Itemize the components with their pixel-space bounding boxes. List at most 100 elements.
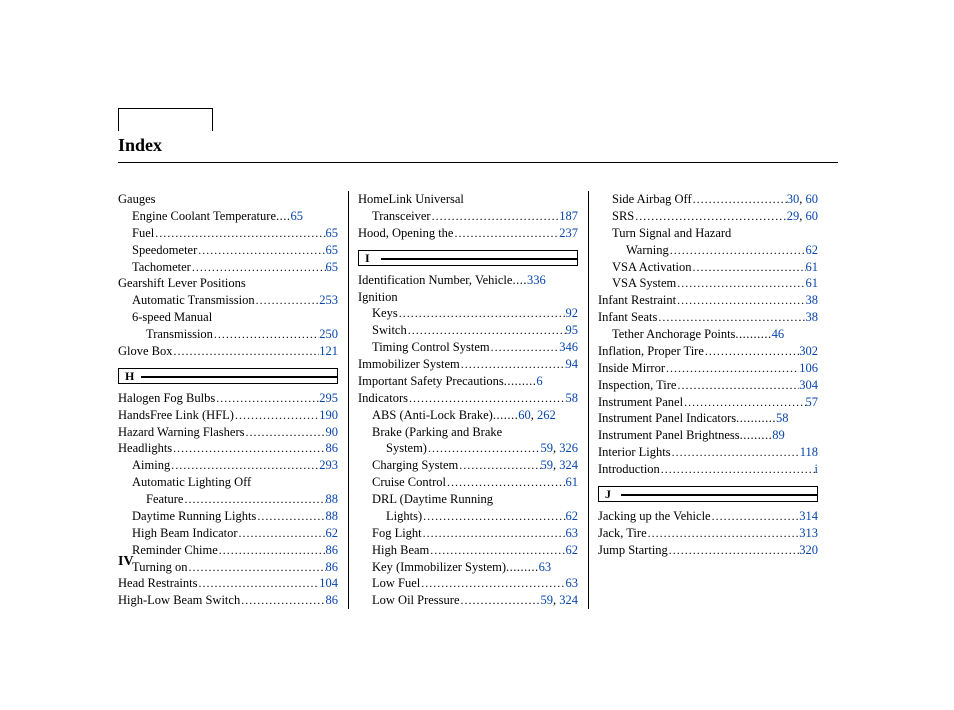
- page-reference[interactable]: 60, 262: [518, 407, 556, 424]
- column-3: Side Airbag Off30, 60SRS29, 60Turn Signa…: [598, 191, 818, 609]
- page-reference[interactable]: 118: [800, 444, 818, 461]
- page-reference[interactable]: 62: [326, 525, 339, 542]
- page-reference[interactable]: i: [815, 461, 818, 478]
- page-reference[interactable]: 295: [319, 390, 338, 407]
- leader-dots: [660, 461, 815, 477]
- index-label: Low Oil Pressure: [372, 592, 460, 609]
- index-label: Hood, Opening the: [358, 225, 453, 242]
- leader-dots: [490, 339, 560, 355]
- index-entry: Low Fuel63: [358, 575, 578, 592]
- index-entry: Fuel65: [118, 225, 338, 242]
- index-entry: Charging System59, 324: [358, 457, 578, 474]
- page-reference[interactable]: 302: [799, 343, 818, 360]
- page-reference[interactable]: 121: [319, 343, 338, 360]
- page-reference[interactable]: 304: [799, 377, 818, 394]
- index-label: 6-speed Manual: [132, 309, 212, 326]
- page-reference[interactable]: 293: [319, 457, 338, 474]
- page-reference[interactable]: 63: [566, 575, 579, 592]
- page-reference[interactable]: 61: [566, 474, 579, 491]
- page-reference[interactable]: 62: [566, 542, 579, 559]
- index-entry: Reminder Chime 86: [118, 542, 338, 559]
- page-reference[interactable]: 346: [559, 339, 578, 356]
- index-entry: Introductioni: [598, 461, 818, 478]
- leader-dots: [692, 191, 787, 207]
- letter-heading: H: [118, 368, 338, 384]
- leader-dots: [256, 508, 325, 524]
- page-reference[interactable]: 190: [319, 407, 338, 424]
- index-label: Feature: [146, 491, 183, 508]
- leader-dots: [172, 440, 325, 456]
- page-reference[interactable]: 59, 324: [541, 592, 579, 609]
- page-reference[interactable]: 61: [806, 259, 819, 276]
- page-reference[interactable]: 104: [319, 575, 338, 592]
- index-entry: Keys92: [358, 305, 578, 322]
- index-entry: HandsFree Link (HFL)190: [118, 407, 338, 424]
- page-reference[interactable]: 88: [326, 508, 339, 525]
- page-reference[interactable]: 320: [799, 542, 818, 559]
- page-reference[interactable]: 65: [291, 208, 304, 225]
- page-reference[interactable]: 46: [772, 326, 785, 343]
- page-reference[interactable]: 61: [806, 275, 819, 292]
- index-label: Immobilizer System: [358, 356, 460, 373]
- leader-dots: [234, 407, 319, 423]
- index-label: Automatic Transmission: [132, 292, 255, 309]
- index-label: Daytime Running Lights: [132, 508, 256, 525]
- page-reference[interactable]: 86: [326, 542, 339, 559]
- index-label: Side Airbag Off: [612, 191, 692, 208]
- page-reference[interactable]: 253: [319, 292, 338, 309]
- horizontal-rule: [118, 162, 838, 163]
- leader-dots: [407, 322, 566, 338]
- page-reference[interactable]: 95: [566, 322, 579, 339]
- page-reference[interactable]: 336: [527, 272, 546, 289]
- index-entry: Instrument Panel Indicators........... 5…: [598, 410, 818, 427]
- index-label: Instrument Panel Brightness: [598, 427, 740, 444]
- page-reference[interactable]: 58: [776, 410, 789, 427]
- page-reference[interactable]: 58: [566, 390, 579, 407]
- index-label: Turning on: [132, 559, 187, 576]
- page-reference[interactable]: 86: [326, 440, 339, 457]
- index-entry: Feature 88: [118, 491, 338, 508]
- header-box: [118, 108, 213, 131]
- leader-dots: [183, 491, 325, 507]
- index-group: Ignition: [358, 289, 578, 306]
- page-reference[interactable]: 65: [326, 242, 339, 259]
- page-reference[interactable]: 65: [326, 225, 339, 242]
- index-entry: SRS29, 60: [598, 208, 818, 225]
- page-reference[interactable]: 63: [539, 559, 552, 576]
- page-reference[interactable]: 92: [566, 305, 579, 322]
- page-reference[interactable]: 313: [799, 525, 818, 542]
- page-reference[interactable]: 65: [326, 259, 339, 276]
- page-reference[interactable]: 63: [566, 525, 579, 542]
- page-reference[interactable]: 106: [799, 360, 818, 377]
- page-reference[interactable]: 62: [566, 508, 579, 525]
- page-reference[interactable]: 237: [559, 225, 578, 242]
- page-title: Index: [118, 135, 838, 160]
- page-reference[interactable]: 59, 326: [541, 440, 579, 457]
- page-reference[interactable]: 30, 60: [787, 191, 818, 208]
- index-entry: Indicators58: [358, 390, 578, 407]
- page-reference[interactable]: 94: [566, 356, 579, 373]
- page-reference[interactable]: 59, 324: [541, 457, 579, 474]
- page-reference[interactable]: 57: [806, 394, 819, 411]
- page-reference[interactable]: 86: [326, 592, 339, 609]
- page-reference[interactable]: 62: [806, 242, 819, 259]
- index-entry: Glove Box121: [118, 343, 338, 360]
- page-reference[interactable]: 89: [772, 427, 785, 444]
- page-reference[interactable]: 314: [799, 508, 818, 525]
- page-reference[interactable]: 38: [806, 292, 819, 309]
- index-entry: Fog Light63: [358, 525, 578, 542]
- index-group: 6-speed Manual: [118, 309, 338, 326]
- column-2: HomeLink UniversalTransceiver187Hood, Op…: [358, 191, 578, 609]
- page-reference[interactable]: 90: [326, 424, 339, 441]
- page-reference[interactable]: 86: [326, 559, 339, 576]
- page-reference[interactable]: 6: [536, 373, 542, 390]
- page-reference[interactable]: 187: [559, 208, 578, 225]
- index-group: Automatic Lighting Off: [118, 474, 338, 491]
- page-reference[interactable]: 88: [326, 491, 339, 508]
- index-label: Inflation, Proper Tire: [598, 343, 704, 360]
- page-reference[interactable]: 250: [319, 326, 338, 343]
- page-reference[interactable]: 38: [806, 309, 819, 326]
- leader-dots: ....: [276, 208, 291, 225]
- page-reference[interactable]: 29, 60: [787, 208, 818, 225]
- index-label: Reminder Chime: [132, 542, 218, 559]
